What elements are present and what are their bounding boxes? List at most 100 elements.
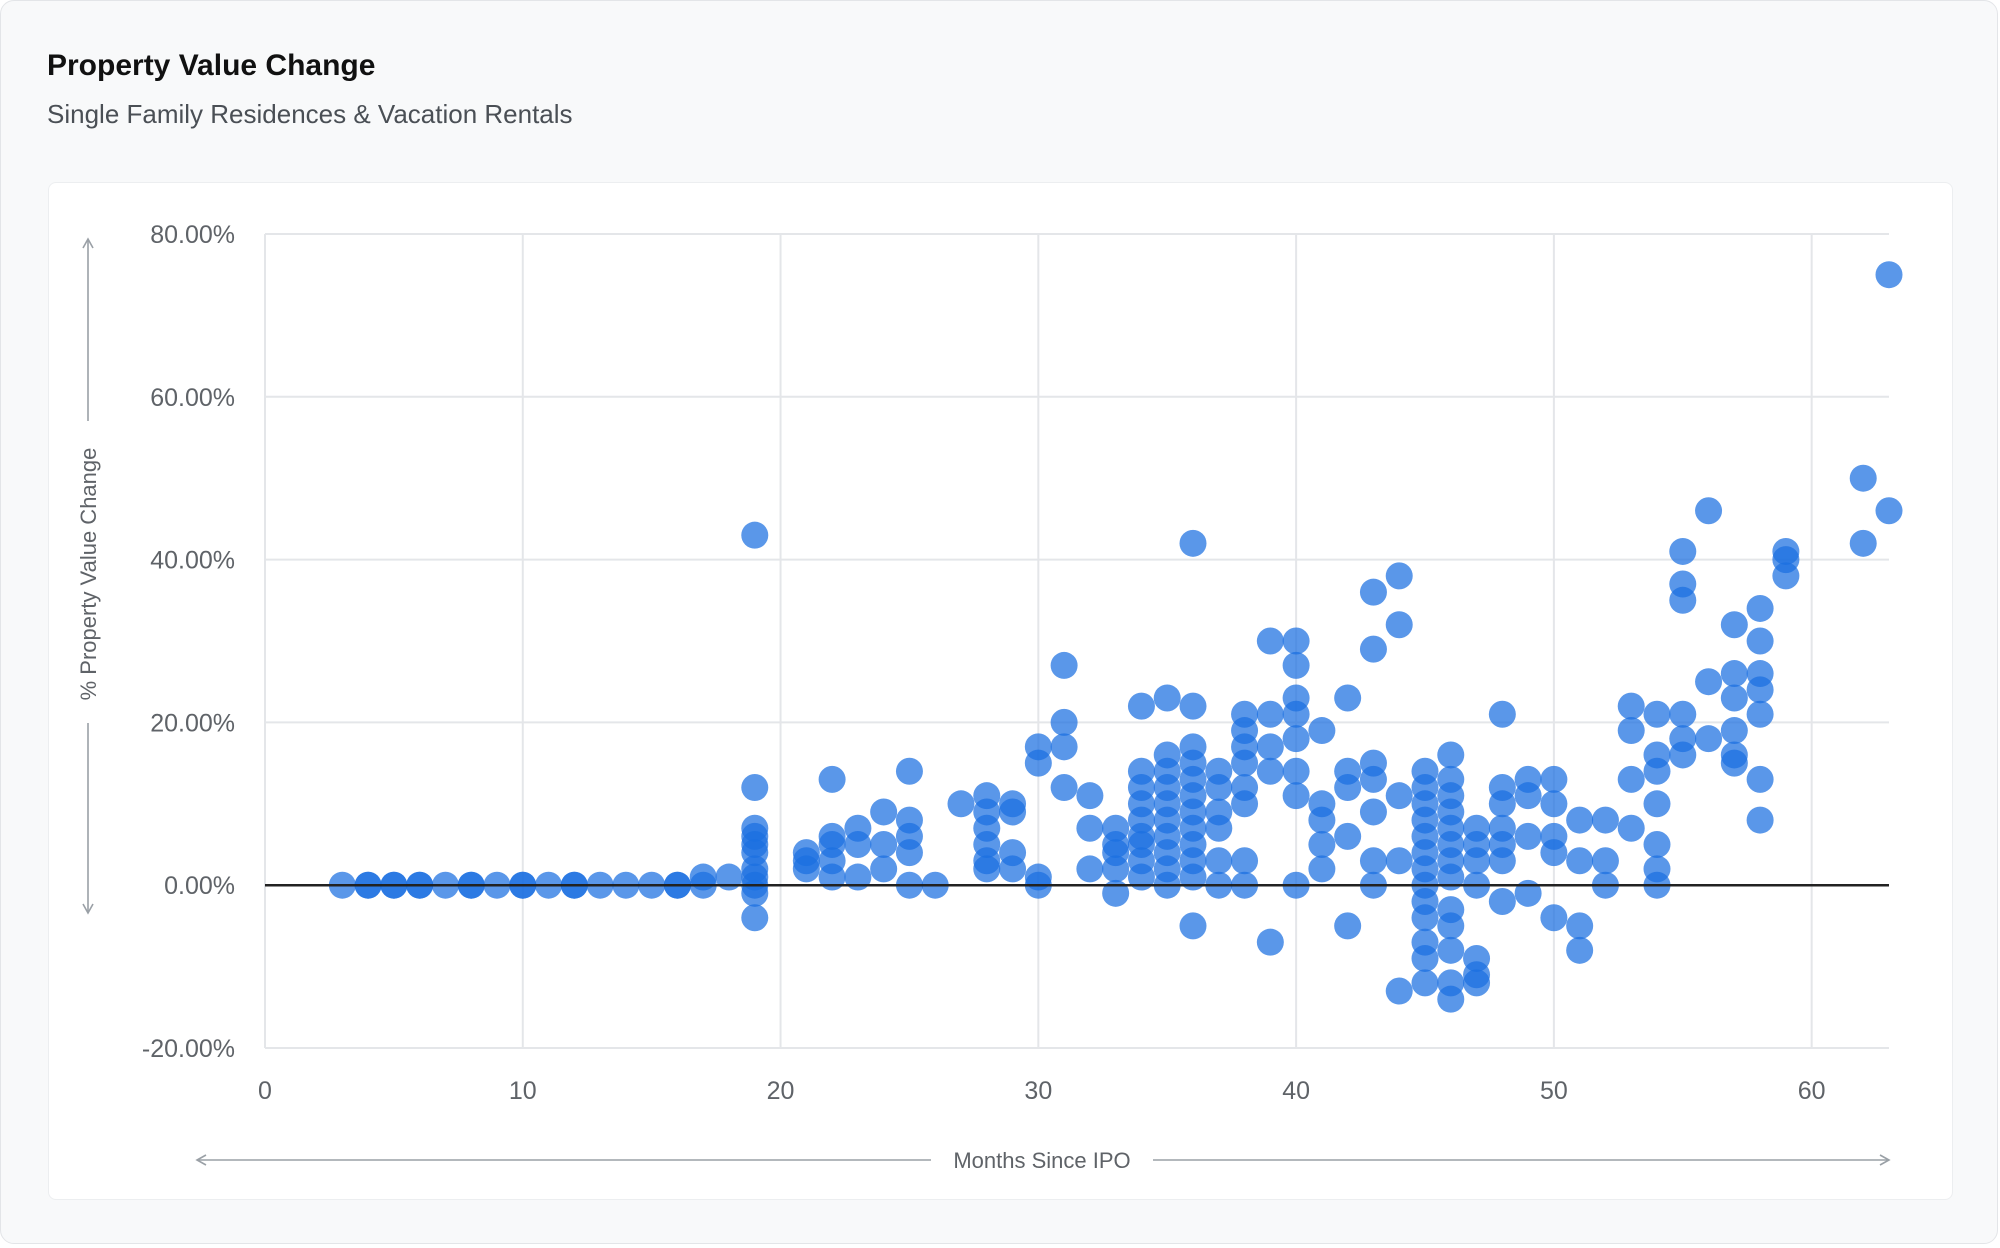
data-point xyxy=(1385,977,1413,1005)
data-point xyxy=(947,790,975,818)
data-point xyxy=(1720,611,1748,639)
data-point xyxy=(1695,497,1723,525)
data-point xyxy=(1720,717,1748,745)
data-point xyxy=(1540,839,1568,867)
data-point xyxy=(1746,700,1774,728)
data-point xyxy=(1437,741,1465,769)
data-point xyxy=(1488,790,1516,818)
data-point xyxy=(1643,700,1671,728)
data-point xyxy=(1282,651,1310,679)
data-point xyxy=(1514,782,1542,810)
x-tick-label: 20 xyxy=(767,1077,795,1105)
data-point xyxy=(1695,668,1723,696)
data-point xyxy=(1437,863,1465,891)
data-point xyxy=(1359,578,1387,606)
x-tick-labels: 0 10 20 30 40 50 60 xyxy=(258,1077,1826,1105)
data-point xyxy=(1050,774,1078,802)
data-point xyxy=(1231,847,1259,875)
data-point xyxy=(844,831,872,858)
data-point xyxy=(741,904,769,932)
data-point xyxy=(999,798,1027,826)
data-point xyxy=(1385,611,1413,639)
data-point xyxy=(1308,717,1336,745)
data-point xyxy=(1308,855,1336,883)
data-point xyxy=(1076,814,1104,842)
data-point xyxy=(1385,847,1413,875)
data-point xyxy=(1514,822,1542,850)
chart-subtitle: Single Family Residences & Vacation Rent… xyxy=(47,99,573,129)
data-point xyxy=(818,863,846,891)
data-point xyxy=(1359,798,1387,826)
data-point xyxy=(1076,855,1104,883)
y-tick-label: 0.00% xyxy=(164,872,235,900)
data-point xyxy=(1256,700,1284,728)
chart-title: Property Value Change xyxy=(47,49,376,82)
data-point xyxy=(1488,887,1516,915)
data-point xyxy=(1643,831,1671,858)
data-point xyxy=(1875,261,1903,289)
data-point xyxy=(1772,562,1800,590)
data-point xyxy=(1746,765,1774,793)
data-point xyxy=(1050,651,1078,679)
data-point xyxy=(1488,847,1516,875)
data-point xyxy=(1179,692,1207,720)
x-tick-label: 10 xyxy=(509,1077,537,1105)
data-point xyxy=(1669,741,1697,769)
data-point xyxy=(1514,879,1542,907)
data-point xyxy=(1359,847,1387,875)
data-point xyxy=(1720,660,1748,688)
data-point xyxy=(1437,985,1465,1013)
x-tick-label: 30 xyxy=(1024,1077,1052,1105)
plot-panel xyxy=(48,182,1953,1200)
data-point xyxy=(1488,700,1516,728)
x-axis-title-group: Months Since IPO xyxy=(195,1148,1891,1173)
data-point xyxy=(1205,774,1233,802)
data-point xyxy=(1411,969,1439,997)
data-point xyxy=(1179,863,1207,891)
data-point xyxy=(741,521,769,549)
x-tick-label: 60 xyxy=(1798,1077,1826,1105)
data-point xyxy=(1566,806,1594,834)
data-point xyxy=(1179,529,1207,557)
data-point xyxy=(870,798,898,826)
data-point xyxy=(1669,586,1697,614)
data-point xyxy=(1566,847,1594,875)
data-point xyxy=(1746,594,1774,622)
data-point xyxy=(1179,912,1207,940)
data-point xyxy=(844,863,872,891)
data-point xyxy=(1849,529,1877,557)
y-tick-label: 20.00% xyxy=(150,709,235,737)
data-point xyxy=(1359,765,1387,793)
data-point xyxy=(1849,464,1877,492)
data-point xyxy=(1282,782,1310,810)
data-point xyxy=(1463,969,1491,997)
data-point xyxy=(1695,725,1723,753)
grid-lines xyxy=(264,233,1889,1049)
data-point xyxy=(1205,814,1233,842)
data-point xyxy=(1334,684,1362,712)
data-point xyxy=(895,839,923,867)
data-point xyxy=(999,855,1027,883)
data-point xyxy=(1308,831,1336,858)
data-point xyxy=(1024,749,1052,777)
data-point xyxy=(1102,855,1130,883)
data-point xyxy=(1720,684,1748,712)
data-point xyxy=(1411,904,1439,932)
data-point xyxy=(1334,822,1362,850)
data-point xyxy=(1566,936,1594,964)
data-point xyxy=(1720,749,1748,777)
data-point xyxy=(895,757,923,785)
data-point xyxy=(1617,692,1645,720)
data-point xyxy=(1643,757,1671,785)
data-point xyxy=(1411,944,1439,972)
data-point xyxy=(1256,627,1284,655)
data-point xyxy=(1231,749,1259,777)
data-point xyxy=(689,863,717,891)
data-point xyxy=(1617,765,1645,793)
data-point xyxy=(1463,847,1491,875)
data-point xyxy=(1102,879,1130,907)
data-point xyxy=(1050,708,1078,736)
data-point xyxy=(870,855,898,883)
